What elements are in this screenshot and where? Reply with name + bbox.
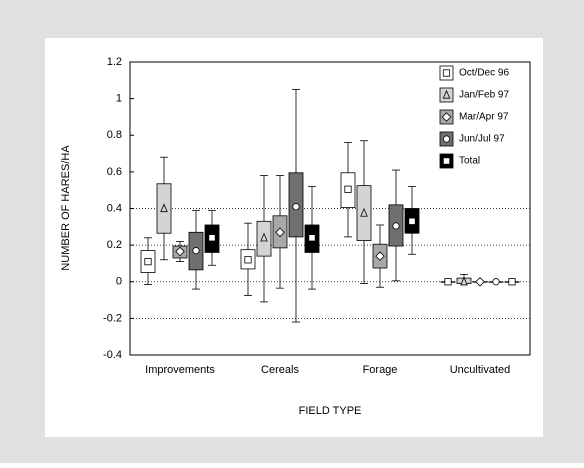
mean-marker	[275, 227, 285, 238]
mean-marker	[260, 232, 268, 242]
y-tick-label: -0.4	[103, 349, 122, 361]
legend-marker	[441, 112, 452, 122]
y-tick-label: 0.8	[107, 129, 122, 141]
mean-marker	[308, 234, 316, 242]
legend-marker	[442, 135, 451, 143]
mean-marker	[408, 217, 416, 225]
mean-marker	[360, 207, 368, 217]
mean-marker	[292, 203, 300, 211]
legend-label: Total	[459, 156, 480, 167]
legend-label: Jan/Feb 97	[459, 90, 509, 101]
mean-marker	[475, 276, 485, 287]
y-tick-label: -0.2	[103, 312, 122, 324]
panel	[45, 38, 543, 437]
mean-marker	[175, 246, 185, 257]
mean-marker	[192, 247, 200, 255]
y-tick-label: 0.4	[107, 202, 122, 214]
legend-label: Mar/Apr 97	[459, 112, 509, 123]
mean-marker	[375, 251, 385, 261]
x-tick-label: Improvements	[145, 364, 215, 376]
mean-marker	[244, 256, 252, 264]
mean-marker	[344, 185, 352, 193]
legend-marker	[442, 157, 451, 165]
x-tick-label: Cereals	[261, 364, 299, 376]
x-tick-label: Forage	[363, 364, 398, 376]
mean-marker	[492, 278, 500, 286]
legend-label: Jun/Jul 97	[459, 134, 505, 145]
x-axis-title: FIELD TYPE	[299, 405, 362, 417]
mean-marker	[508, 278, 516, 286]
mean-marker	[460, 276, 468, 286]
x-tick-label: Uncultivated	[450, 364, 511, 376]
y-tick-label: 0.6	[107, 166, 122, 178]
mean-marker	[144, 258, 152, 266]
y-tick-label: 1	[116, 93, 122, 105]
legend-marker	[442, 69, 451, 77]
legend-label: Oct/Dec 96	[459, 68, 509, 79]
y-tick-label: 0.2	[107, 239, 122, 251]
y-axis-title: NUMBER OF HARES/HA	[60, 145, 72, 271]
mean-marker	[392, 222, 400, 230]
y-tick-label: 0	[116, 276, 122, 288]
y-tick-label: 1.2	[107, 56, 122, 68]
mean-marker	[208, 234, 216, 242]
mean-marker	[160, 203, 168, 213]
mean-marker	[444, 278, 452, 286]
legend-marker	[442, 89, 451, 99]
